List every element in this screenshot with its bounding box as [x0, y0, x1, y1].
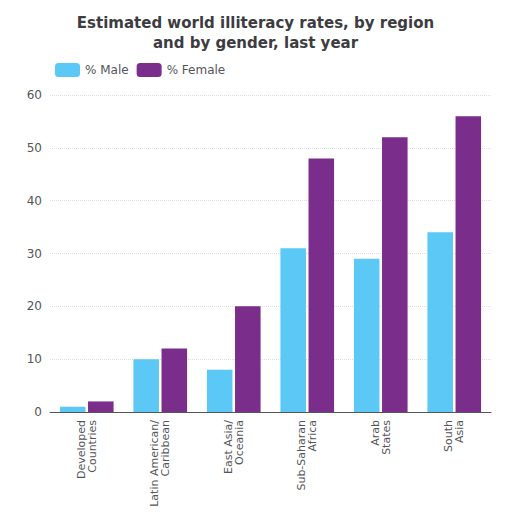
svg-text:40: 40 — [27, 194, 42, 208]
svg-text:South: South — [442, 420, 456, 452]
svg-text:60: 60 — [27, 88, 42, 102]
svg-text:0: 0 — [34, 405, 42, 419]
svg-text:Asia: Asia — [453, 420, 466, 443]
svg-text:50: 50 — [27, 141, 42, 155]
svg-text:Estimated world illiteracy rat: Estimated world illiteracy rates, by reg… — [77, 14, 434, 32]
svg-text:30: 30 — [27, 247, 42, 261]
svg-text:% Female: % Female — [167, 63, 226, 77]
svg-text:Developed: Developed — [74, 420, 88, 479]
svg-text:Countries: Countries — [86, 420, 99, 473]
svg-text:East Asia/: East Asia/ — [221, 420, 235, 474]
svg-text:Arab: Arab — [368, 420, 382, 446]
svg-text:10: 10 — [27, 352, 42, 366]
svg-text:States: States — [380, 420, 393, 455]
svg-text:Latin American/: Latin American/ — [148, 420, 162, 507]
svg-text:Oceania: Oceania — [233, 420, 246, 465]
svg-text:% Male: % Male — [85, 63, 129, 77]
svg-text:and by gender, last year: and by gender, last year — [153, 34, 359, 52]
svg-text:Caribbean: Caribbean — [159, 420, 172, 476]
svg-text:Sub-Saharan: Sub-Saharan — [295, 420, 309, 491]
svg-text:20: 20 — [27, 299, 42, 313]
svg-text:Africa: Africa — [306, 420, 319, 451]
